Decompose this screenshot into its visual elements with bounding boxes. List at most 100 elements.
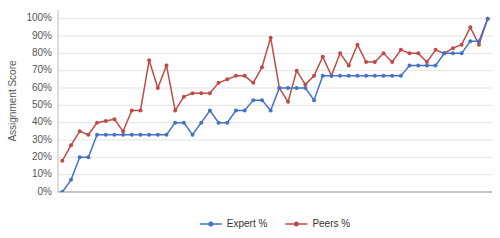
point bbox=[251, 98, 255, 102]
point bbox=[442, 51, 446, 55]
tick-label: 30% bbox=[32, 134, 52, 145]
point bbox=[425, 63, 429, 67]
point bbox=[277, 86, 281, 90]
point bbox=[147, 133, 151, 137]
tick-label: 70% bbox=[32, 64, 52, 75]
point bbox=[182, 95, 186, 99]
point bbox=[104, 133, 108, 137]
point bbox=[425, 60, 429, 64]
legend: Expert % Peers % bbox=[200, 218, 350, 229]
point bbox=[78, 155, 82, 159]
point bbox=[486, 17, 490, 21]
point bbox=[217, 121, 221, 125]
point bbox=[451, 51, 455, 55]
tick-label: 20% bbox=[32, 151, 52, 162]
point bbox=[408, 51, 412, 55]
tick-label: 80% bbox=[32, 47, 52, 58]
point bbox=[303, 86, 307, 90]
point bbox=[269, 109, 273, 113]
series bbox=[60, 17, 489, 163]
point bbox=[355, 74, 359, 78]
line bbox=[62, 19, 487, 161]
point bbox=[95, 133, 99, 137]
point bbox=[69, 178, 73, 182]
point bbox=[86, 133, 90, 137]
grid-line bbox=[58, 70, 492, 71]
grid-line bbox=[58, 157, 492, 158]
point bbox=[130, 133, 134, 137]
legend-item: Expert % bbox=[200, 218, 268, 229]
point bbox=[451, 46, 455, 50]
y-axis-line bbox=[58, 10, 59, 192]
point bbox=[121, 133, 125, 137]
point bbox=[156, 133, 160, 137]
legend-item: Peers % bbox=[285, 218, 350, 229]
point bbox=[390, 60, 394, 64]
point bbox=[321, 55, 325, 59]
grid-line bbox=[58, 122, 492, 123]
point bbox=[442, 51, 446, 55]
legend-label: Peers % bbox=[312, 218, 350, 229]
grid-line bbox=[58, 192, 492, 193]
grid bbox=[58, 19, 492, 192]
point bbox=[460, 43, 464, 47]
point bbox=[468, 39, 472, 43]
point bbox=[173, 109, 177, 113]
point bbox=[382, 51, 386, 55]
point bbox=[277, 86, 281, 90]
tick-label: 0% bbox=[38, 186, 53, 197]
point bbox=[243, 74, 247, 78]
point bbox=[434, 48, 438, 52]
y-axis: 0%10%20%30%40%50%60%70%80%90%100% bbox=[26, 12, 52, 196]
point bbox=[303, 83, 307, 87]
point bbox=[165, 63, 169, 67]
point bbox=[199, 121, 203, 125]
point bbox=[138, 109, 142, 113]
grid-line bbox=[58, 174, 492, 175]
point bbox=[112, 133, 116, 137]
legend-label: Expert % bbox=[227, 218, 268, 229]
tick-label: 10% bbox=[32, 168, 52, 179]
point bbox=[78, 129, 82, 133]
point bbox=[329, 74, 333, 78]
point bbox=[364, 60, 368, 64]
point bbox=[321, 74, 325, 78]
point bbox=[416, 51, 420, 55]
point bbox=[468, 25, 472, 29]
plot-area bbox=[60, 17, 489, 192]
point bbox=[329, 74, 333, 78]
y-axis-label: Assignment Score bbox=[7, 60, 18, 142]
point bbox=[486, 17, 490, 21]
point bbox=[373, 74, 377, 78]
point bbox=[338, 51, 342, 55]
point bbox=[165, 133, 169, 137]
point bbox=[225, 77, 229, 81]
point bbox=[295, 86, 299, 90]
point bbox=[217, 81, 221, 85]
grid-line bbox=[58, 105, 492, 106]
point bbox=[104, 119, 108, 123]
point bbox=[382, 74, 386, 78]
grid-line bbox=[58, 36, 492, 37]
point bbox=[295, 69, 299, 73]
point bbox=[191, 91, 195, 95]
point bbox=[130, 109, 134, 113]
point bbox=[260, 65, 264, 69]
point bbox=[60, 190, 64, 192]
point bbox=[243, 109, 247, 113]
point bbox=[60, 159, 64, 163]
point bbox=[86, 155, 90, 159]
point bbox=[191, 133, 195, 137]
point bbox=[121, 129, 125, 133]
tick-label: 90% bbox=[32, 30, 52, 41]
point bbox=[355, 43, 359, 47]
series bbox=[60, 17, 489, 192]
tick-label: 50% bbox=[32, 99, 52, 110]
point bbox=[416, 63, 420, 67]
point bbox=[208, 91, 212, 95]
point bbox=[269, 36, 273, 40]
point bbox=[225, 121, 229, 125]
legend-marker bbox=[208, 222, 213, 227]
point bbox=[112, 117, 116, 121]
point bbox=[251, 81, 255, 85]
